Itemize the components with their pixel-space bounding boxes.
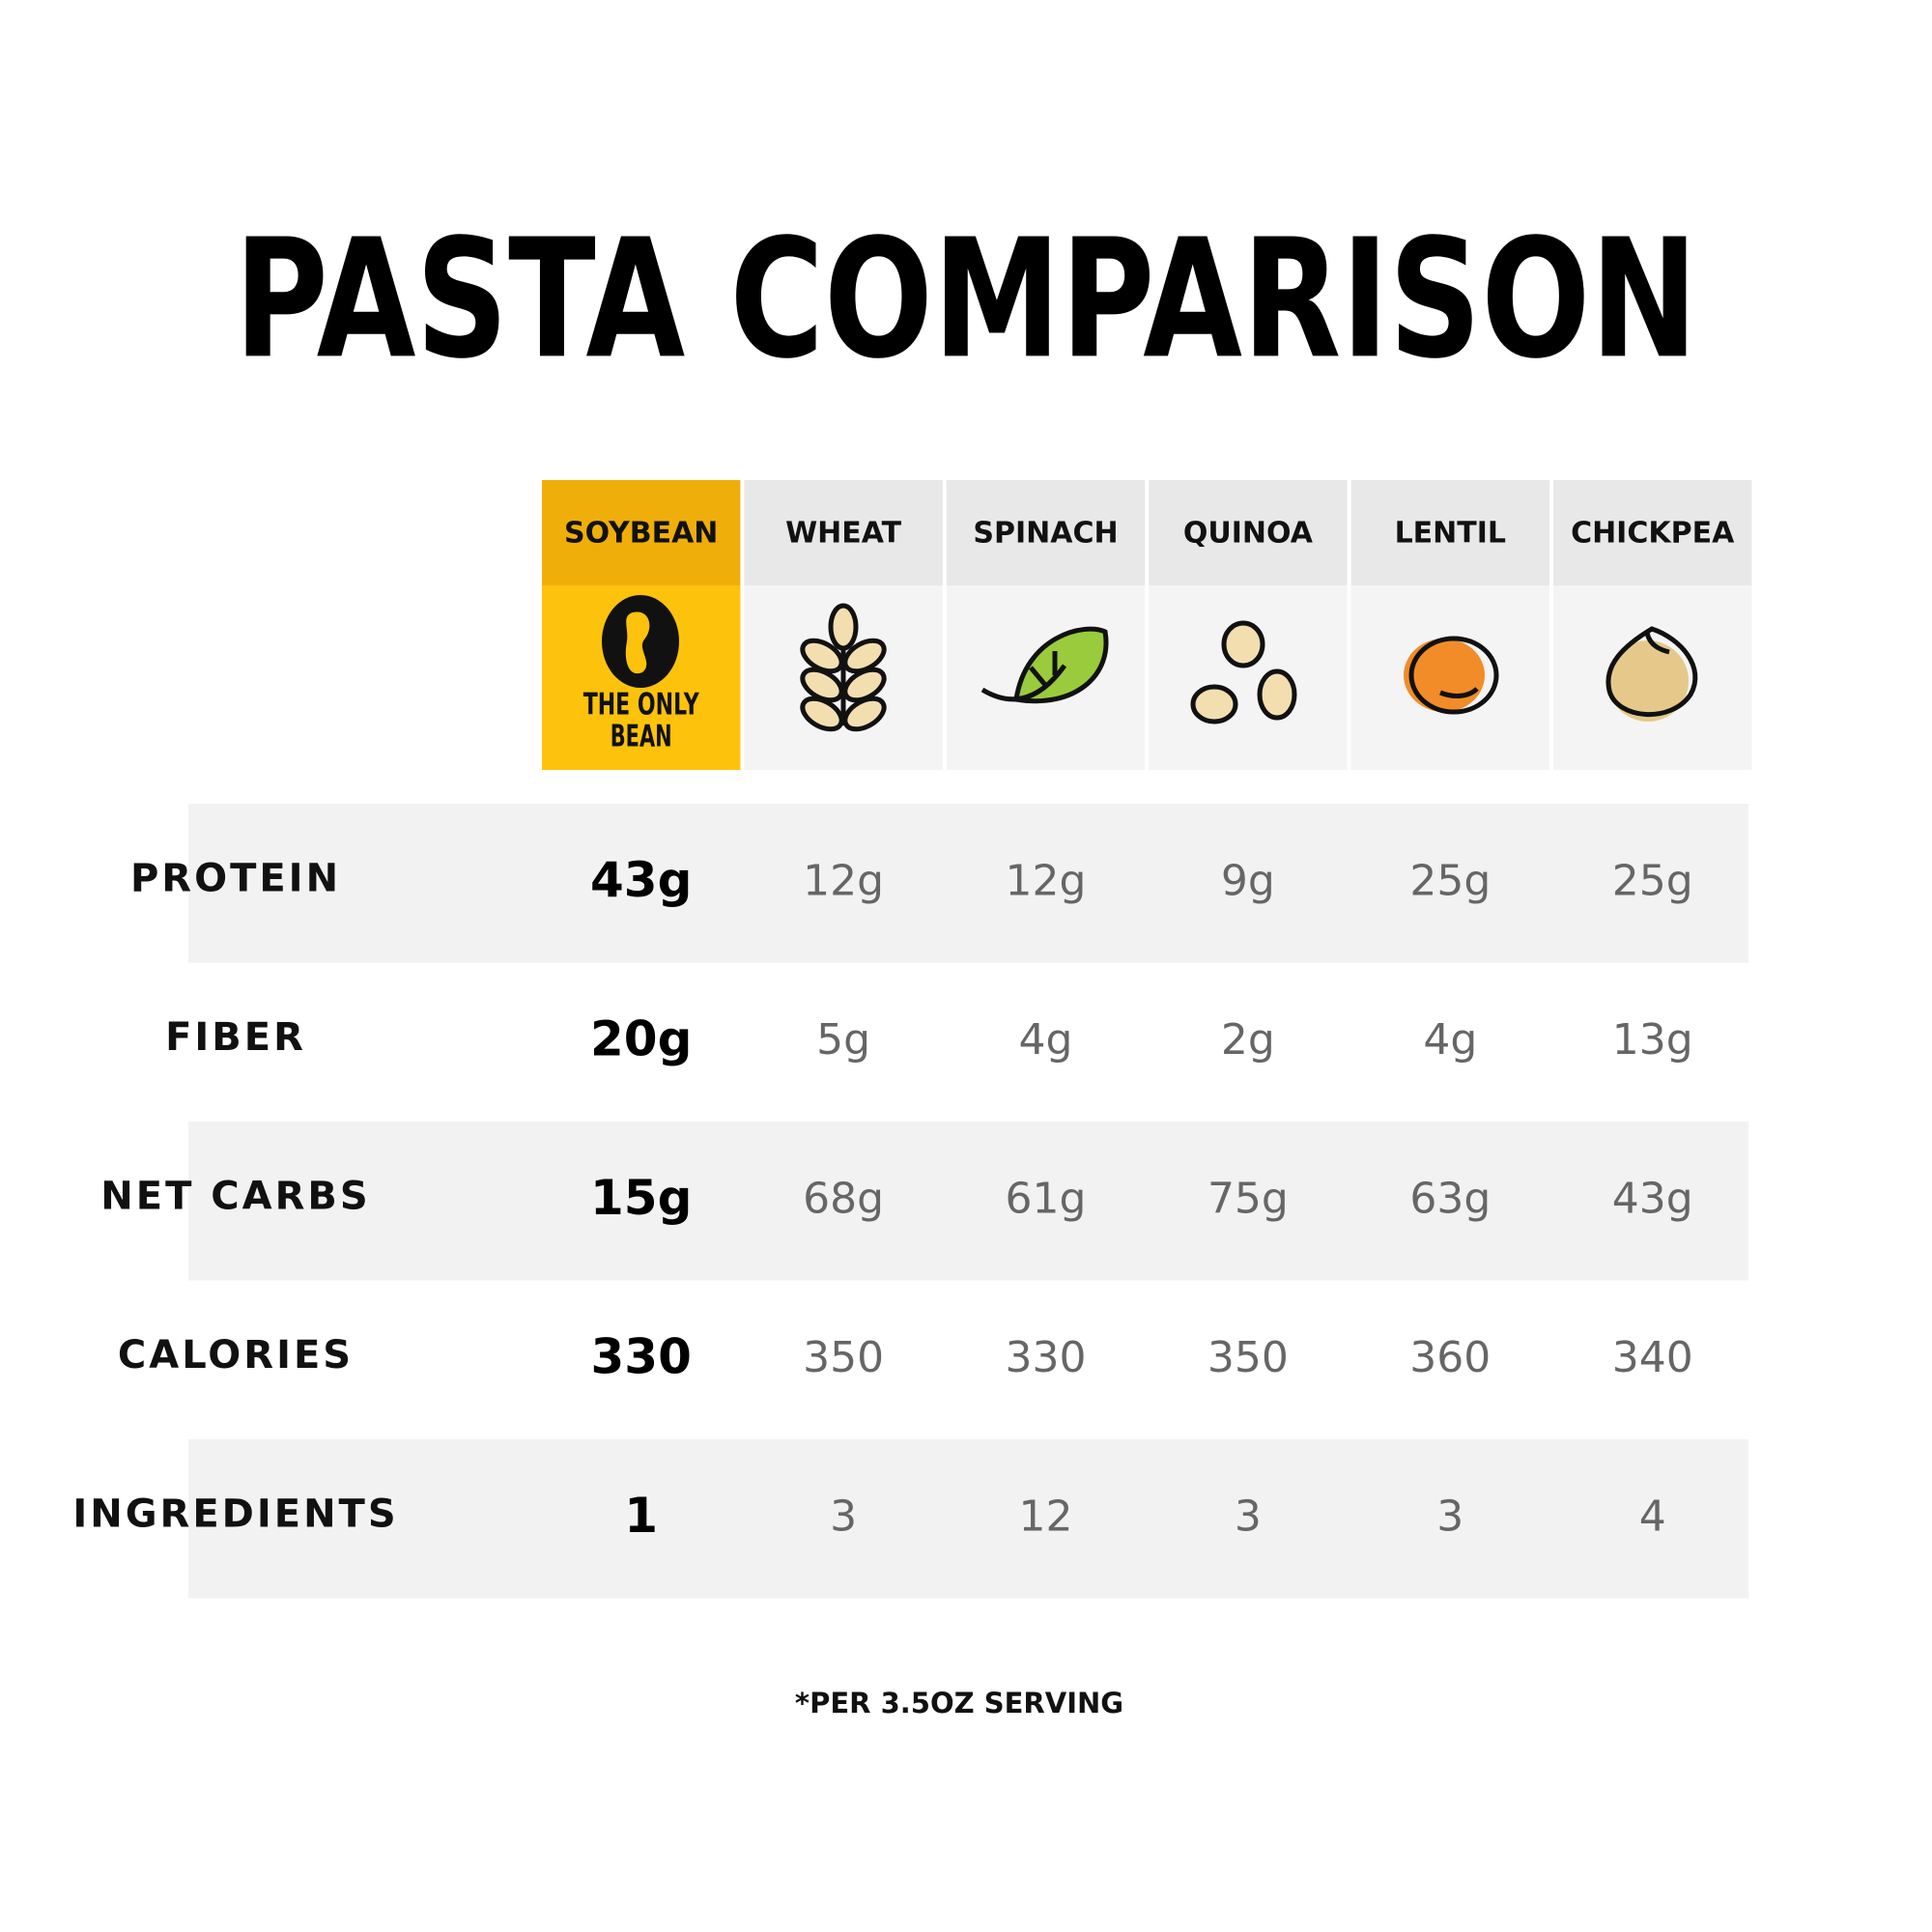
column-header: WHEAT — [785, 517, 902, 551]
value: 61g — [1006, 1174, 1087, 1223]
soybean-value: 20g — [590, 1010, 692, 1066]
row-label: CALORIES — [118, 1333, 354, 1378]
lentil-icon — [1404, 636, 1499, 715]
value: 4g — [1019, 1015, 1073, 1065]
value: 4g — [1423, 1015, 1477, 1065]
value: 5g — [816, 1015, 870, 1065]
column-header: LENTIL — [1395, 517, 1506, 551]
header-cell — [1350, 480, 1549, 585]
soybean-value: 1 — [624, 1488, 658, 1544]
icons — [602, 595, 1698, 732]
value: 68g — [803, 1174, 884, 1223]
value: 25g — [1409, 856, 1491, 905]
column-header: SPINACH — [973, 517, 1118, 551]
row-background — [188, 1439, 1748, 1599]
header-cell — [744, 480, 943, 585]
value: 360 — [1409, 1333, 1491, 1382]
logo-text: THE ONLY — [583, 688, 699, 723]
value: 13g — [1612, 1015, 1693, 1065]
value: 43g — [1612, 1174, 1693, 1223]
header-cell — [1149, 480, 1348, 585]
spinach-icon — [980, 626, 1109, 704]
column-header: QUINOA — [1183, 517, 1314, 551]
value: 350 — [1208, 1333, 1289, 1382]
header-cell — [1553, 480, 1752, 585]
value: 9g — [1221, 856, 1275, 905]
soybean-value: 43g — [590, 852, 692, 908]
value: 2g — [1221, 1015, 1275, 1065]
value: 75g — [1208, 1174, 1289, 1223]
footnote: *PER 3.5OZ SERVING — [795, 1687, 1123, 1719]
value: 330 — [1006, 1333, 1087, 1382]
logo-text: BEAN — [611, 720, 672, 754]
soybean-value: 330 — [591, 1328, 692, 1384]
wheat-icon — [800, 603, 887, 732]
bean-logo — [602, 595, 679, 688]
row-background — [188, 1122, 1748, 1281]
row-label: PROTEIN — [130, 856, 341, 900]
value: 340 — [1612, 1333, 1693, 1382]
value: 3 — [1235, 1492, 1262, 1541]
row-label: NET CARBS — [100, 1174, 370, 1218]
column-header: CHICKPEA — [1571, 517, 1735, 551]
value: 12g — [1006, 856, 1087, 905]
title: PASTA COMPARISON — [235, 204, 1698, 395]
icon-cell — [1149, 585, 1348, 770]
value: 63g — [1409, 1174, 1491, 1223]
value: 12g — [803, 856, 884, 905]
row-label: FIBER — [165, 1015, 306, 1060]
row-label: INGREDIENTS — [72, 1492, 398, 1536]
value: 25g — [1612, 856, 1693, 905]
header-cell — [946, 480, 1146, 585]
value: 350 — [803, 1333, 884, 1382]
value: 4 — [1639, 1492, 1666, 1541]
soybean-value: 15g — [590, 1170, 692, 1226]
value: 3 — [1436, 1492, 1463, 1541]
row-background — [188, 804, 1748, 963]
value: 12 — [1019, 1492, 1073, 1541]
header-cell — [542, 480, 741, 585]
value: 3 — [830, 1492, 857, 1541]
chickpea-icon — [1605, 626, 1698, 722]
column-header: SOYBEAN — [564, 517, 718, 551]
quinoa-icon — [1190, 620, 1297, 724]
